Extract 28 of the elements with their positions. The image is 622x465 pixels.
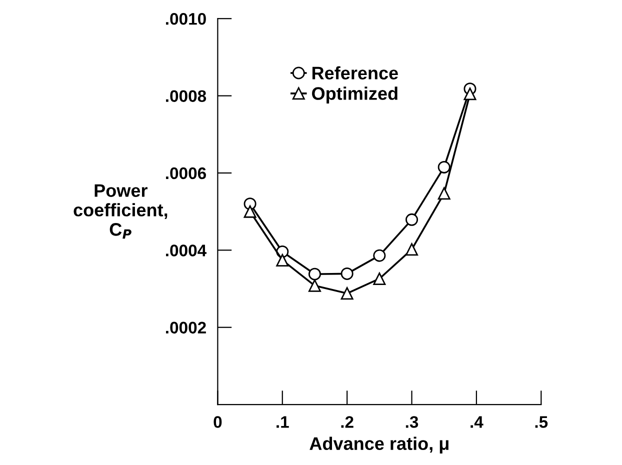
point [464, 88, 476, 100]
point [276, 254, 289, 266]
x-tick-label: .3 [406, 416, 418, 428]
point [438, 187, 450, 200]
point [340, 287, 354, 300]
y-tick-label: .0010 [166, 13, 206, 25]
legend-label: Reference [312, 66, 398, 80]
x-tick-label: .5 [535, 416, 548, 428]
x-tick-label: .2 [341, 416, 354, 428]
point [373, 272, 386, 285]
x-tick-label: .1 [276, 416, 289, 428]
point [438, 160, 450, 174]
point [406, 213, 418, 226]
point [373, 249, 386, 262]
point [308, 279, 321, 292]
x-tick-label: .4 [470, 416, 484, 428]
y-tick-label: .0008 [166, 90, 206, 102]
y-axis-title: Power coefficient, C$_{P}$ [74, 184, 168, 239]
y-tick-label: .0006 [166, 167, 206, 180]
point [340, 267, 354, 280]
x-axis-title: Advance ratio, μ [310, 436, 448, 454]
y-tick-label: .0002 [166, 322, 206, 334]
legend-label: Optimized [312, 86, 398, 104]
point [244, 205, 256, 218]
point [406, 243, 418, 256]
x-tick-label: 0 [214, 416, 222, 428]
point [308, 268, 321, 280]
y-tick-label: .0004 [166, 244, 207, 256]
